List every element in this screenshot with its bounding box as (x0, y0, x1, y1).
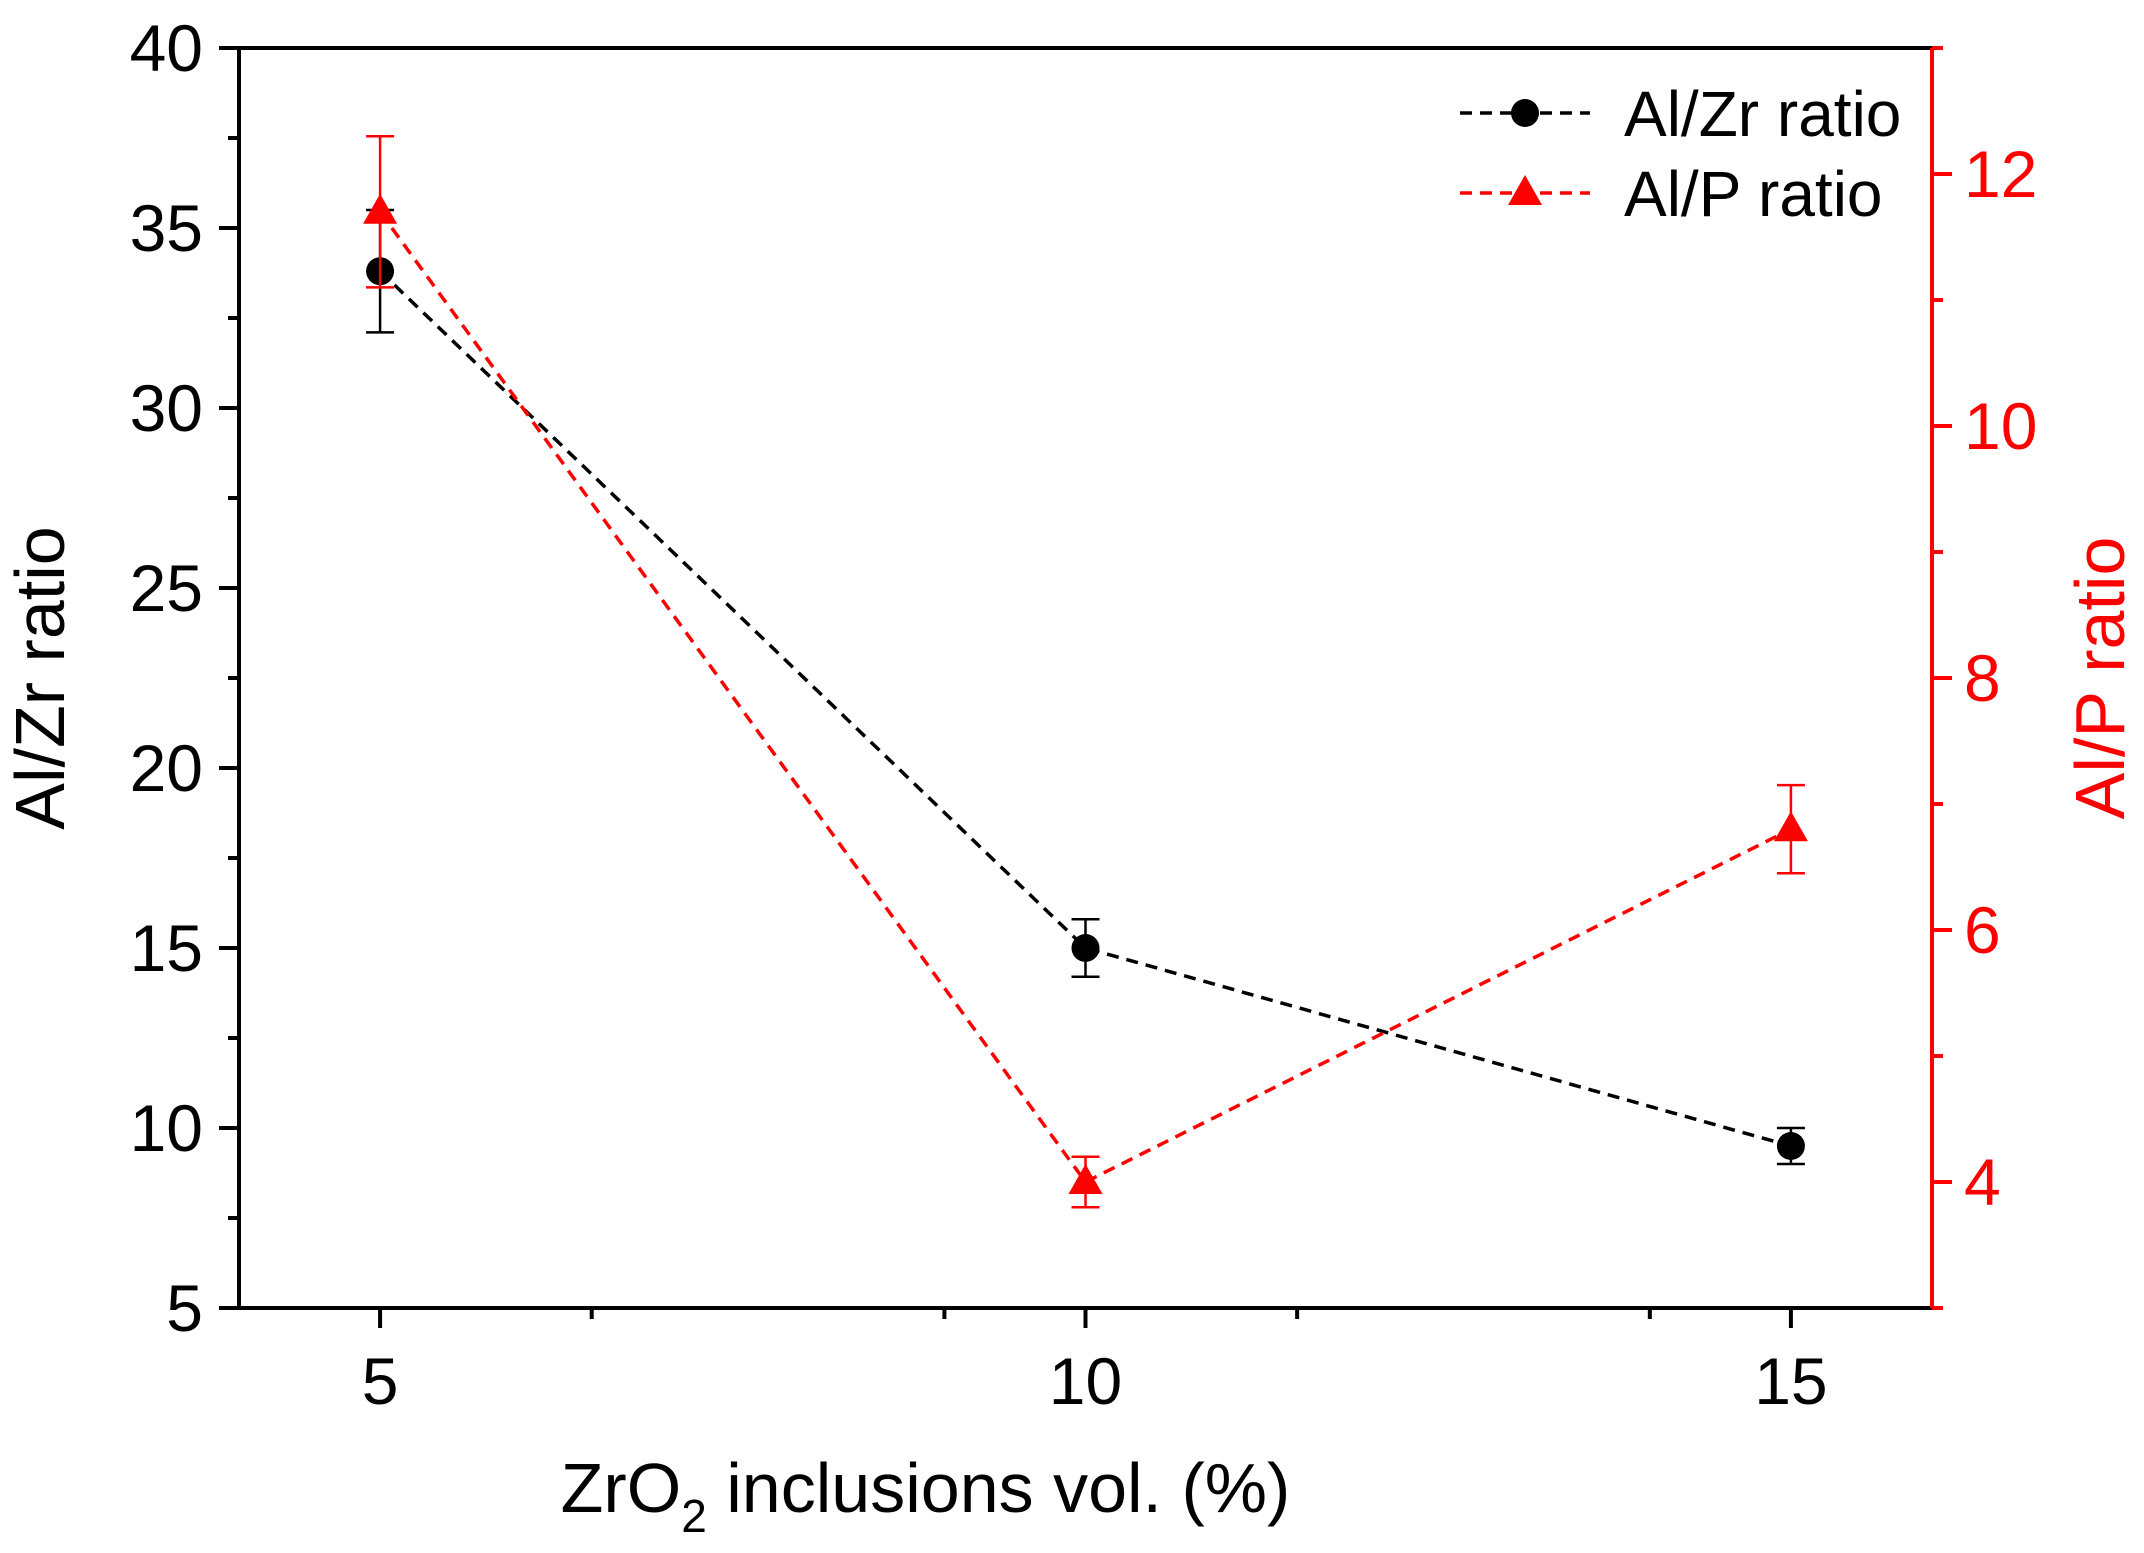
x-axis-title-main: ZrO (561, 1449, 682, 1527)
y-left-tick-label: 30 (130, 371, 203, 445)
series-line (378, 210, 1792, 1185)
x-tick-label: 10 (1049, 1344, 1122, 1418)
legend-marker (1511, 99, 1539, 127)
y-left-tick-label: 25 (130, 551, 203, 625)
x-tick-label: 15 (1754, 1344, 1827, 1418)
series-1 (366, 208, 1805, 1166)
legend-marker (1508, 175, 1542, 205)
x-axis-title-subscript: 2 (681, 1490, 707, 1542)
y-left-tick-label: 10 (130, 1091, 203, 1165)
data-point (1773, 811, 1808, 842)
y-left-tick-label: 15 (130, 911, 203, 985)
y-right-tick-label: 12 (1964, 137, 2037, 211)
y-left-tick-label: 35 (130, 191, 203, 265)
y-left-tick-label: 5 (166, 1271, 203, 1345)
data-point (1776, 1132, 1805, 1160)
legend-label: Al/Zr ratio (1624, 78, 1901, 150)
y-right-tick-label: 10 (1964, 389, 2037, 463)
data-point (1071, 934, 1100, 962)
x-axis-title-rest: inclusions vol. (%) (707, 1449, 1291, 1527)
x-axis-title: ZrO2 inclusions vol. (%) (561, 1449, 1291, 1542)
y-left-axis-title: Al/Zr ratio (1, 526, 79, 829)
series-layer (363, 134, 1808, 1209)
legend: Al/Zr ratio Al/P ratio (1460, 78, 1901, 230)
plot-frame-layer (237, 46, 1934, 1310)
data-point (1068, 1164, 1103, 1194)
series-2 (363, 134, 1808, 1209)
y-right-tick-label: 4 (1964, 1145, 2001, 1219)
y-left-tick-label: 20 (130, 731, 203, 805)
x-tick-label: 5 (362, 1344, 399, 1418)
y-right-axis-title: Al/P ratio (2061, 537, 2139, 820)
y-right-tick-label: 8 (1964, 641, 2001, 715)
series-line (378, 269, 1792, 1148)
tick-layer: 5 10 15 5 10 15 20 25 30 35 40 4 6 8 10 12 (130, 11, 2038, 1418)
y-left-tick-label: 40 (130, 11, 203, 85)
y-right-tick-label: 6 (1964, 893, 2001, 967)
data-point (363, 193, 398, 224)
legend-label: Al/P ratio (1624, 158, 1883, 230)
